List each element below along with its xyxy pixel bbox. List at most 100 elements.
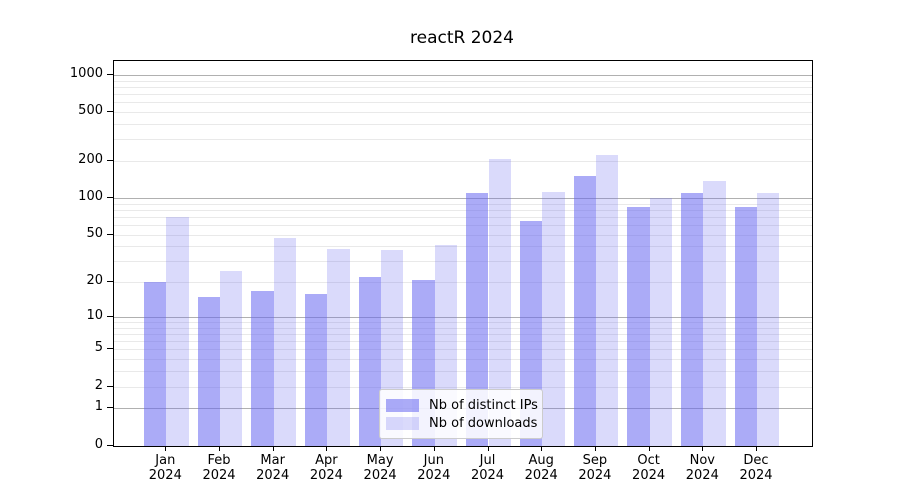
bar-distinct-ips bbox=[466, 192, 489, 446]
y-gridline-minor bbox=[114, 334, 812, 335]
y-gridline-major bbox=[114, 316, 812, 318]
y-tick-label: 2 bbox=[94, 377, 103, 393]
y-tick-label: 5 bbox=[94, 340, 103, 356]
y-tick-label: 50 bbox=[86, 225, 103, 241]
bar-distinct-ips bbox=[358, 277, 382, 446]
y-gridline-minor bbox=[114, 246, 812, 248]
y-tick-mark bbox=[107, 444, 113, 446]
x-tick-mark bbox=[702, 446, 704, 451]
x-tick-label: Mar 2024 bbox=[256, 453, 290, 483]
bar-downloads bbox=[166, 216, 189, 446]
x-tick-mark bbox=[648, 446, 650, 451]
x-tick-label: Dec 2024 bbox=[739, 453, 773, 483]
bar-distinct-ips bbox=[251, 290, 274, 446]
bar-downloads bbox=[542, 191, 565, 446]
x-tick-label: Feb 2024 bbox=[202, 453, 236, 483]
x-tick-label: Aug 2024 bbox=[524, 453, 558, 483]
y-gridline-minor bbox=[114, 161, 812, 163]
y-tick-mark bbox=[107, 111, 113, 113]
y-tick-label: 500 bbox=[78, 103, 103, 119]
x-tick-mark bbox=[756, 446, 757, 451]
y-tick-label: 0 bbox=[94, 436, 103, 452]
bar-distinct-ips bbox=[573, 176, 596, 446]
y-tick-mark bbox=[107, 233, 113, 235]
x-tick-label: Jul 2024 bbox=[470, 453, 505, 483]
y-tick-label: 200 bbox=[78, 152, 103, 168]
x-tick-mark bbox=[487, 446, 489, 451]
legend-swatch-distinct-ips bbox=[386, 398, 419, 412]
y-gridline-minor bbox=[114, 80, 812, 82]
y-gridline-major bbox=[114, 74, 812, 76]
legend-label-downloads: Nb of downloads bbox=[429, 415, 538, 431]
x-tick-mark bbox=[541, 446, 543, 451]
x-tick-mark bbox=[433, 446, 435, 451]
y-tick-mark bbox=[107, 385, 113, 387]
bar-distinct-ips bbox=[305, 293, 328, 446]
bar-distinct-ips bbox=[734, 206, 757, 446]
x-tick-mark bbox=[219, 446, 220, 451]
bar-downloads bbox=[273, 237, 297, 446]
y-tick-mark bbox=[107, 315, 113, 317]
bar-downloads bbox=[327, 249, 350, 446]
y-gridline-minor bbox=[114, 139, 812, 141]
bar-downloads bbox=[649, 198, 672, 446]
chart-title: reactR 2024 bbox=[410, 28, 514, 48]
y-tick-mark bbox=[107, 281, 113, 283]
legend-item-downloads: Nb of downloads bbox=[386, 414, 538, 432]
bar-distinct-ips bbox=[680, 192, 704, 446]
x-tick-label: Sep 2024 bbox=[578, 453, 612, 483]
bar-downloads bbox=[220, 270, 243, 446]
y-gridline-minor bbox=[114, 327, 812, 329]
y-gridline-minor bbox=[114, 261, 812, 263]
y-gridline-minor bbox=[114, 282, 812, 284]
x-tick-mark bbox=[326, 446, 328, 451]
x-tick-mark bbox=[165, 446, 167, 451]
y-tick-mark bbox=[107, 160, 113, 162]
bar-distinct-ips bbox=[197, 296, 220, 446]
bar-distinct-ips bbox=[143, 282, 167, 446]
y-gridline-minor bbox=[114, 216, 812, 218]
y-gridline-minor bbox=[114, 102, 812, 104]
y-gridline-minor bbox=[114, 203, 812, 205]
y-gridline-minor bbox=[114, 349, 812, 351]
y-gridline-minor bbox=[114, 225, 812, 226]
y-tick-label: 1 bbox=[94, 399, 103, 415]
y-gridline-minor bbox=[114, 371, 812, 373]
x-tick-label: May 2024 bbox=[363, 453, 397, 483]
y-tick-mark bbox=[107, 348, 113, 350]
plot-area: Nb of distinct IPs Nb of downloads bbox=[113, 60, 813, 447]
legend: Nb of distinct IPs Nb of downloads bbox=[379, 389, 543, 439]
y-gridline-minor bbox=[114, 234, 812, 236]
y-gridline-minor bbox=[114, 86, 812, 88]
x-tick-label: Apr 2024 bbox=[309, 453, 343, 483]
x-tick-label: Oct 2024 bbox=[632, 453, 666, 483]
y-tick-mark bbox=[107, 197, 113, 198]
x-tick-label: Jan 2024 bbox=[148, 453, 182, 483]
y-gridline-minor bbox=[114, 341, 812, 343]
y-gridline-minor bbox=[114, 322, 812, 323]
y-tick-label: 100 bbox=[78, 189, 103, 204]
y-gridline-minor bbox=[114, 94, 812, 96]
bar-downloads bbox=[595, 154, 619, 446]
bar-distinct-ips bbox=[627, 206, 650, 446]
y-gridline-minor bbox=[114, 209, 812, 211]
y-gridline-minor bbox=[114, 112, 812, 114]
x-tick-label: Jun 2024 bbox=[417, 453, 451, 483]
y-tick-mark bbox=[107, 73, 113, 75]
y-gridline-minor bbox=[114, 359, 812, 361]
x-tick-label: Nov 2024 bbox=[685, 453, 719, 483]
bar-downloads bbox=[488, 159, 511, 446]
y-tick-mark bbox=[107, 407, 113, 409]
y-tick-label: 10 bbox=[86, 307, 103, 323]
legend-label-distinct-ips: Nb of distinct IPs bbox=[429, 397, 538, 413]
y-gridline-minor bbox=[114, 386, 812, 388]
y-gridline-minor bbox=[114, 124, 812, 125]
bar-downloads bbox=[703, 180, 726, 446]
x-tick-mark bbox=[380, 446, 382, 451]
y-tick-label: 1000 bbox=[69, 65, 103, 81]
bar-downloads bbox=[757, 192, 780, 446]
legend-item-distinct-ips: Nb of distinct IPs bbox=[386, 396, 538, 414]
x-tick-mark bbox=[594, 446, 596, 451]
y-tick-label: 20 bbox=[86, 273, 103, 289]
